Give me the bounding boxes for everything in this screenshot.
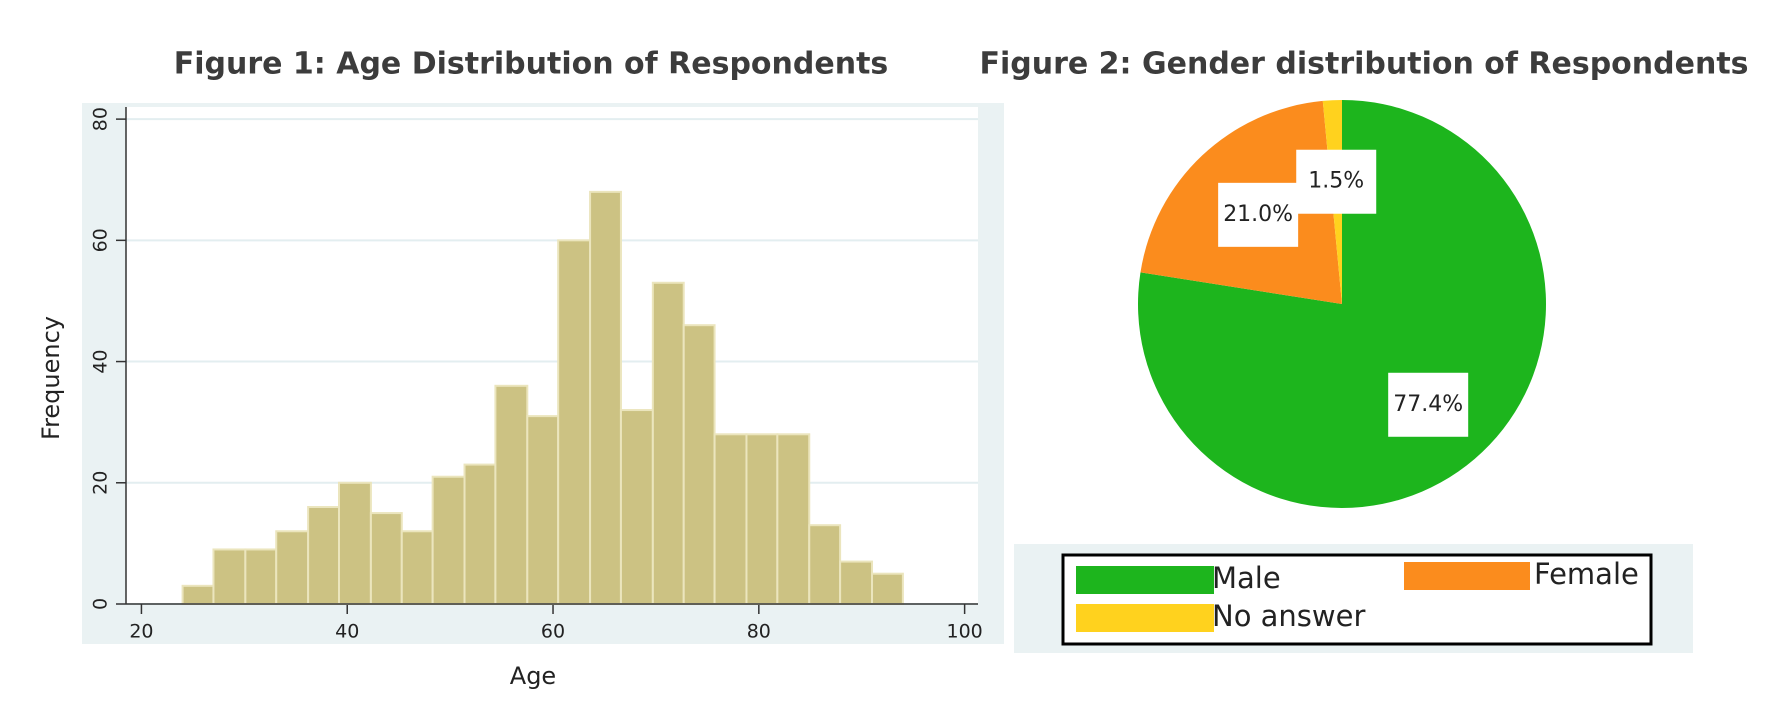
data-label: 77.4% — [1393, 392, 1463, 417]
bar — [400, 530, 434, 606]
legend-swatch — [1076, 604, 1214, 632]
bar — [275, 530, 310, 606]
y-tick-label: 80 — [90, 107, 112, 131]
x-tick-label: 60 — [541, 621, 565, 643]
chart-title: Figure 2: Gender distribution of Respond… — [979, 47, 1748, 82]
legend-swatch — [1076, 566, 1214, 594]
bar — [212, 548, 247, 606]
bar — [839, 560, 874, 606]
y-tick-label: 60 — [90, 228, 112, 252]
data-label: 21.0% — [1223, 202, 1293, 227]
bar — [619, 409, 654, 605]
bar — [682, 324, 716, 605]
label-box — [1296, 149, 1377, 214]
y-axis-label: Frequency — [37, 316, 65, 440]
y-tick-label: 20 — [90, 471, 112, 495]
x-tick-label: 80 — [747, 621, 771, 643]
bar — [745, 433, 779, 606]
bar — [244, 548, 278, 606]
bar — [651, 281, 685, 605]
bar — [181, 584, 215, 606]
y-tick-label: 0 — [90, 598, 112, 610]
bar — [369, 512, 403, 606]
legend-label: Female — [1534, 557, 1639, 591]
x-tick-label: 40 — [335, 621, 359, 643]
bar — [463, 463, 497, 605]
chart-title: Figure 1: Age Distribution of Respondent… — [174, 47, 889, 82]
bar — [713, 433, 748, 606]
legend-label: Male — [1212, 561, 1281, 595]
bar — [808, 524, 842, 606]
label-box — [1388, 372, 1469, 437]
bar — [776, 433, 811, 606]
y-tick-label: 40 — [90, 349, 112, 373]
bar — [526, 415, 560, 605]
legend-swatch — [1404, 562, 1530, 590]
x-tick-label: 20 — [129, 621, 153, 643]
bar — [338, 481, 372, 605]
bar — [494, 384, 529, 605]
x-tick-label: 100 — [946, 621, 982, 643]
bar — [871, 572, 904, 606]
x-axis-label: Age — [510, 662, 556, 690]
legend-label: No answer — [1212, 599, 1365, 633]
bar — [307, 506, 340, 605]
data-label: 1.5% — [1308, 169, 1364, 194]
bar — [589, 190, 622, 605]
bar — [431, 475, 466, 605]
bar — [557, 239, 592, 605]
label-box — [1218, 182, 1299, 247]
